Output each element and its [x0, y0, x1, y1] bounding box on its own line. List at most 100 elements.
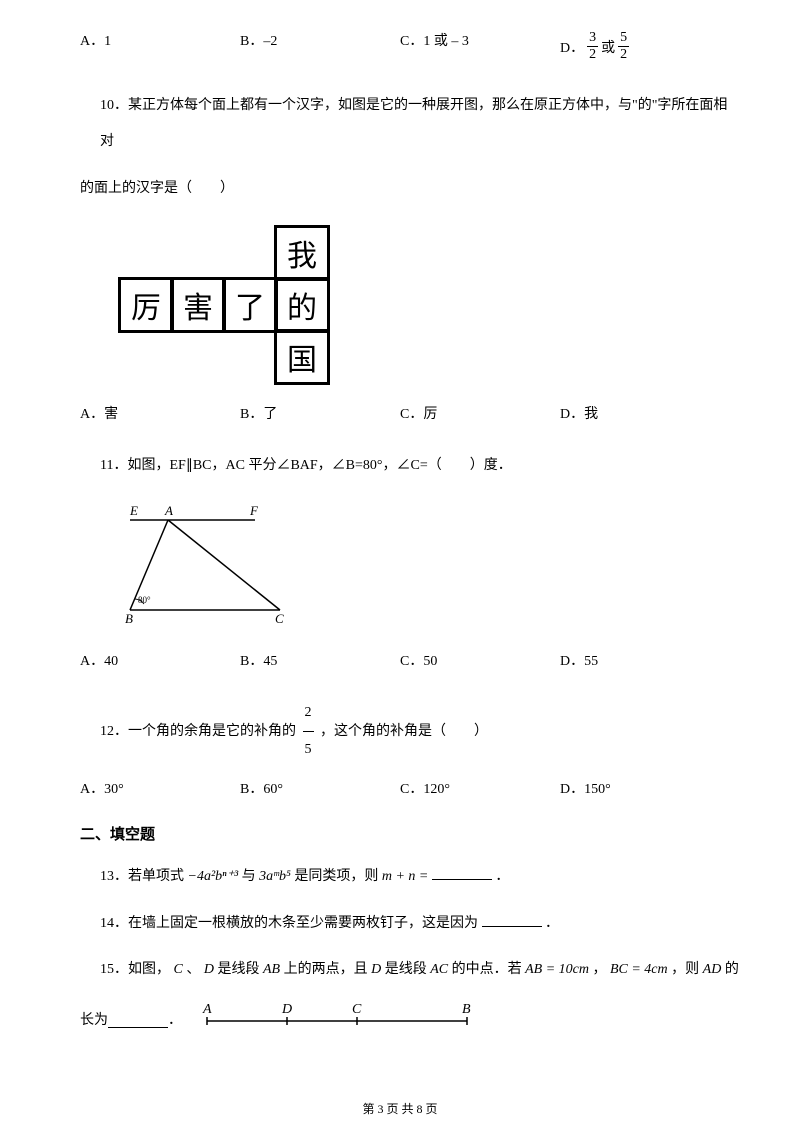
label-A: A — [202, 1002, 212, 1017]
q15-D2: D — [371, 962, 381, 977]
q15-comma: ， — [592, 962, 606, 977]
cube-cell-wo: 我 — [274, 225, 330, 281]
q15-eq1: AB = 10cm — [525, 962, 589, 977]
label-D: D — [281, 1002, 292, 1017]
q15-text-line1: 15．如图， C 、 D 是线段 AB 上的两点，且 D 是线段 AC 的中点．… — [100, 952, 740, 988]
q15-AC: AC — [430, 962, 448, 977]
q15-sep1: 、 — [186, 962, 200, 977]
label-B: B — [125, 611, 133, 626]
q11-options: A．40 B．45 C．50 D．55 — [80, 650, 720, 670]
q10-text-line1: 10．某正方体每个面上都有一个汉字，如图是它的一种展开图，那么在原正方体中，与"… — [100, 88, 740, 161]
frac-bot: 5 — [303, 732, 314, 768]
q13-after2: ． — [495, 869, 509, 884]
cube-cell-le: 了 — [222, 277, 278, 333]
triangle-diagram: E A F B C 80° — [120, 500, 300, 630]
label-C: C — [352, 1002, 362, 1017]
label-angle: 80° — [138, 595, 151, 605]
q15-line2-end: ． — [168, 1003, 182, 1039]
cube-spacer — [118, 225, 174, 281]
blank-line — [108, 1014, 168, 1028]
q13-before: 13．若单项式 — [100, 869, 184, 884]
fraction-3-2: 3 2 — [587, 30, 598, 63]
cube-spacer — [170, 225, 226, 281]
q15-AD: AD — [703, 962, 722, 977]
q15-AB: AB — [263, 962, 280, 977]
q15-mid2: 上的两点，且 — [284, 962, 368, 977]
frac-top: 3 — [587, 30, 598, 47]
q10-options: A．害 B．了 C．厉 D．我 — [80, 403, 720, 423]
q11-text: 11．如图，EF∥BC，AC 平分∠BAF，∠B=80°，∠C=（ ）度． — [100, 448, 740, 484]
fraction-5-2: 5 2 — [618, 30, 629, 63]
q15-mid4: 的中点．若 — [452, 962, 522, 977]
q15-line2-before: 长为 — [80, 1003, 108, 1039]
q12-before: 12．一个角的余角是它的补角的 — [100, 724, 296, 739]
cube-spacer — [118, 329, 174, 385]
label-B: B — [462, 1002, 471, 1017]
cube-row-1: 厉 害 了 的 — [120, 279, 720, 331]
option-a: A．30° — [80, 778, 240, 798]
q14-text: 14．在墙上固定一根横放的木条至少需要两枚钉子，这是因为 ． — [100, 906, 740, 942]
frac-bot: 2 — [618, 47, 629, 63]
option-d: D．150° — [560, 778, 720, 798]
option-d-or: 或 — [601, 37, 615, 57]
q14-end: ． — [545, 916, 559, 931]
option-c: C．50 — [400, 650, 560, 670]
q12-after: ，这个角的补角是（ ） — [320, 724, 488, 739]
cube-spacer — [170, 329, 226, 385]
cube-net-diagram: 我 厉 害 了 的 国 — [120, 227, 720, 383]
q15-D: D — [204, 962, 214, 977]
page-footer: 第 3 页 共 8 页 — [0, 1100, 800, 1117]
option-d: D．我 — [560, 403, 720, 423]
frac-bot: 2 — [587, 47, 598, 63]
q13-after1: 是同类项，则 — [294, 869, 378, 884]
cube-cell-de: 的 — [274, 277, 330, 333]
q10-text-line2: 的面上的汉字是（ ） — [80, 171, 740, 207]
q13-text: 13．若单项式 −4a²bⁿ⁺³ 与 3aᵐb⁵ 是同类项，则 m + n = … — [100, 859, 740, 895]
option-c: C．120° — [400, 778, 560, 798]
option-d: D． 3 2 或 5 2 — [560, 30, 720, 63]
frac-top: 2 — [303, 695, 314, 732]
frac-top: 5 — [618, 30, 629, 47]
blank-line — [432, 866, 492, 880]
option-a: A．1 — [80, 30, 240, 63]
cube-row-0: 我 — [120, 227, 720, 279]
q15-text-line2: 长为 ． A D C B — [80, 999, 740, 1044]
cube-cell-hai: 害 — [170, 277, 226, 333]
option-b: B．60° — [240, 778, 400, 798]
cube-cell-guo: 国 — [274, 329, 330, 385]
q15-mid3: 是线段 — [385, 962, 427, 977]
q13-mid: 与 — [242, 869, 256, 884]
option-c: C．厉 — [400, 403, 560, 423]
cube-spacer — [222, 225, 278, 281]
option-a: A．害 — [80, 403, 240, 423]
q12-text: 12．一个角的余角是它的补角的 2 5 ，这个角的补角是（ ） — [100, 695, 740, 769]
section-heading-2: 二、填空题 — [80, 823, 740, 844]
q15-end: 的 — [725, 962, 739, 977]
q14-before: 14．在墙上固定一根横放的木条至少需要两枚钉子，这是因为 — [100, 916, 478, 931]
line-segment-diagram: A D C B — [187, 999, 487, 1044]
q13-expr2: 3aᵐb⁵ — [259, 869, 291, 884]
label-A: A — [164, 503, 173, 518]
cube-row-2: 国 — [120, 331, 720, 383]
label-C: C — [275, 611, 284, 626]
option-c: C．1 或 – 3 — [400, 30, 560, 63]
option-d: D．55 — [560, 650, 720, 670]
option-a: A．40 — [80, 650, 240, 670]
q-top-options: A．1 B．–2 C．1 或 – 3 D． 3 2 或 5 2 — [80, 30, 720, 63]
option-b: B．–2 — [240, 30, 400, 63]
label-E: E — [129, 503, 138, 518]
cube-cell-li: 厉 — [118, 277, 174, 333]
q15-before: 15．如图， — [100, 962, 170, 977]
label-F: F — [249, 503, 259, 518]
option-b: B．45 — [240, 650, 400, 670]
blank-line — [482, 913, 542, 927]
cube-spacer — [222, 329, 278, 385]
q13-expr1: −4a²bⁿ⁺³ — [188, 869, 239, 884]
q13-expr3: m + n = — [382, 869, 429, 884]
option-d-prefix: D． — [560, 37, 584, 57]
fraction-2-5: 2 5 — [303, 695, 314, 769]
q15-C: C — [174, 962, 183, 977]
option-b: B．了 — [240, 403, 400, 423]
q15-eq2: BC = 4cm — [610, 962, 668, 977]
q15-mid1: 是线段 — [217, 962, 259, 977]
